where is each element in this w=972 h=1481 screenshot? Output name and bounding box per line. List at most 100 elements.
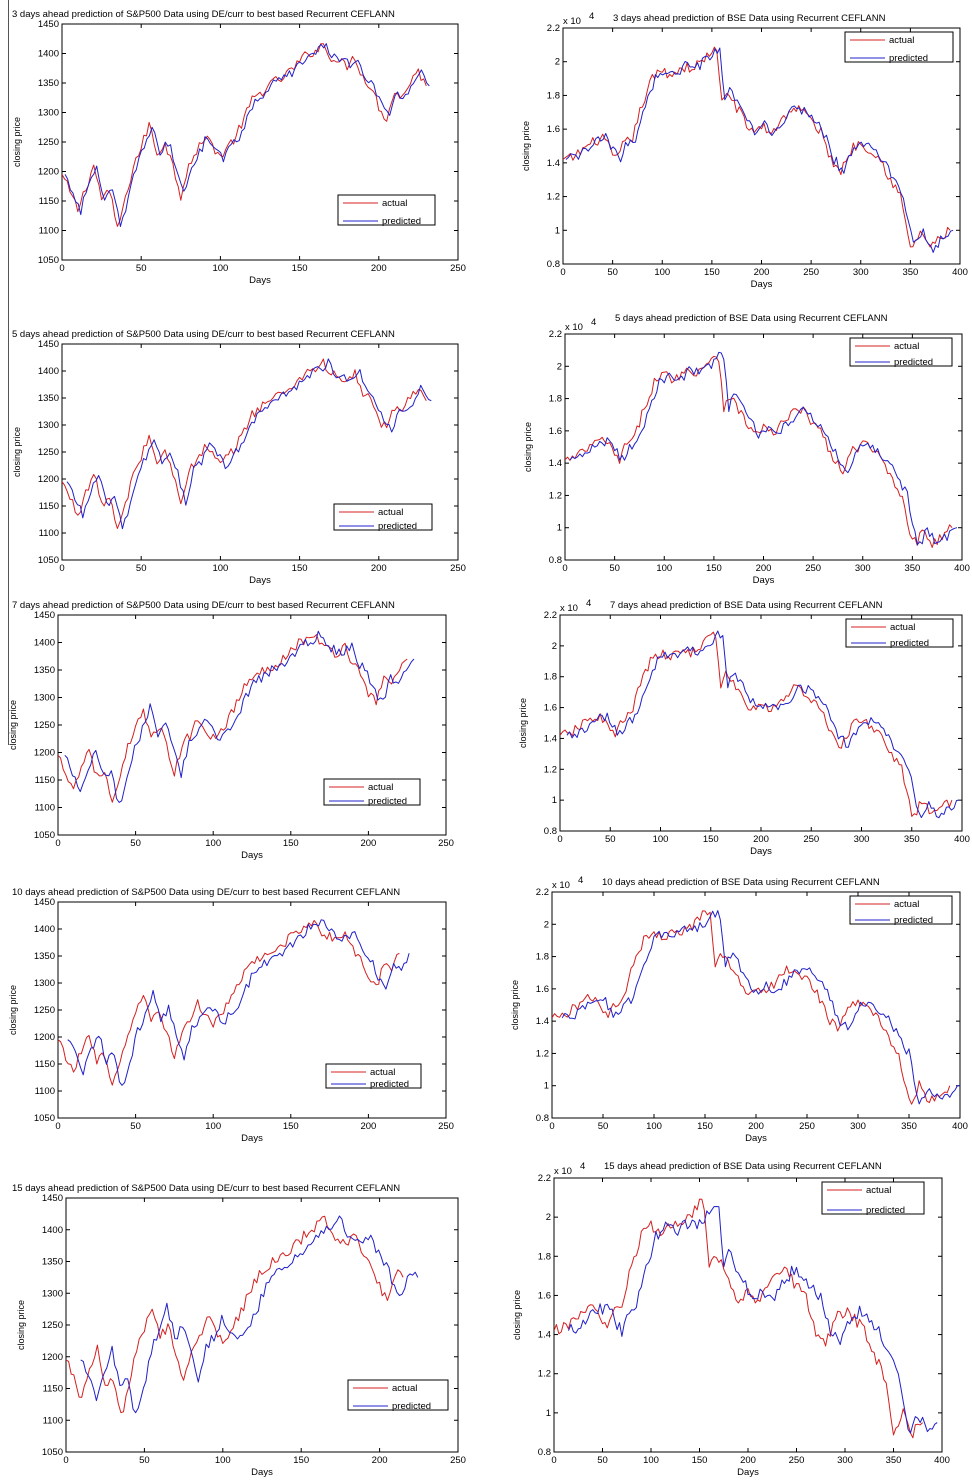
x-tick-label: 50 [136, 563, 147, 574]
y-exponent-label: x 10 [563, 16, 581, 27]
y-tick-label: 1.4 [538, 1330, 551, 1341]
y-tick-label: 1.2 [547, 192, 560, 203]
series-line-predicted [568, 1206, 938, 1434]
x-tick-label: 50 [598, 1121, 609, 1132]
legend-label-predicted: predicted [894, 357, 933, 368]
plot-area [553, 1177, 943, 1453]
x-tick-label: 100 [656, 563, 672, 574]
legend-label-actual: actual [866, 1185, 891, 1196]
series-line-actual [565, 355, 953, 548]
y-tick-label: 1300 [34, 693, 55, 704]
chart-panel-sp3: 3 days ahead prediction of S&P500 Data u… [10, 6, 466, 288]
x-tick-label: 150 [697, 1121, 713, 1132]
y-exponent-label: x 10 [552, 880, 570, 891]
x-tick-label: 200 [748, 1121, 764, 1132]
series-line-actual [552, 910, 951, 1105]
x-axis-label: Days [241, 1133, 263, 1144]
y-tick-label: 1200 [42, 1352, 63, 1363]
chart-title: 10 days ahead prediction of S&P500 Data … [12, 887, 400, 898]
y-exponent-label: x 10 [560, 603, 578, 614]
legend-box [844, 31, 954, 63]
y-tick-label: 1150 [43, 1384, 63, 1395]
y-tick-label: 1 [557, 523, 562, 534]
y-exponent-power: 4 [586, 598, 591, 609]
x-tick-label: 150 [704, 267, 720, 278]
x-tick-label: 0 [59, 263, 64, 274]
y-tick-label: 2 [546, 1212, 551, 1223]
y-tick-label: 1150 [39, 196, 59, 207]
x-tick-label: 300 [854, 834, 870, 845]
chart-panel-bse10: 10 days ahead prediction of BSE Data usi… [508, 874, 968, 1146]
legend-box [849, 895, 953, 925]
left-margin-rule [8, 0, 9, 745]
chart-title: 15 days ahead prediction of S&P500 Data … [12, 1183, 400, 1194]
x-tick-label: 400 [934, 1455, 950, 1466]
y-tick-label: 2.2 [536, 887, 549, 898]
x-tick-label: 0 [55, 838, 60, 849]
series-line-actual [58, 634, 408, 803]
series-line-predicted [561, 910, 960, 1105]
y-axis-label: closing price [512, 1290, 522, 1340]
x-axis-label: Days [251, 1467, 273, 1478]
series-line-actual [560, 631, 953, 817]
x-tick-label: 100 [205, 1121, 221, 1132]
y-exponent-power: 4 [589, 11, 594, 22]
y-axis-label: closing price [12, 427, 22, 477]
y-tick-label: 1 [544, 1081, 549, 1092]
x-tick-label: 200 [371, 263, 387, 274]
y-tick-label: 1050 [34, 830, 55, 841]
x-tick-label: 250 [450, 1455, 466, 1466]
y-tick-label: 1250 [42, 1320, 63, 1331]
x-tick-label: 100 [643, 1455, 659, 1466]
y-tick-label: 1400 [38, 366, 59, 377]
y-tick-label: 2.2 [544, 610, 557, 621]
x-tick-label: 250 [805, 563, 821, 574]
chart-panel-sp7: 7 days ahead prediction of S&P500 Data u… [8, 597, 454, 863]
y-tick-label: 1050 [34, 1113, 55, 1124]
x-tick-label: 0 [549, 1121, 554, 1132]
x-axis-label: Days [750, 846, 772, 857]
y-tick-label: 1450 [38, 339, 59, 350]
chart-panel-bse5: 5 days ahead prediction of BSE Data usin… [508, 310, 970, 588]
x-tick-label: 0 [63, 1455, 68, 1466]
x-axis-label: Days [737, 1467, 759, 1478]
y-tick-label: 1.6 [538, 1290, 551, 1301]
y-axis-label: closing price [12, 117, 22, 167]
x-axis-label: Days [745, 1133, 767, 1144]
y-tick-label: 1100 [43, 1415, 63, 1426]
y-tick-label: 1350 [34, 951, 55, 962]
y-axis-label: closing price [8, 985, 18, 1035]
legend-label-predicted: predicted [378, 521, 417, 532]
x-tick-label: 200 [360, 838, 376, 849]
legend-label-predicted: predicted [368, 796, 407, 807]
y-tick-label: 1050 [38, 255, 59, 266]
series-line-predicted [66, 358, 432, 530]
x-tick-label: 150 [293, 1455, 309, 1466]
x-tick-label: 400 [954, 834, 970, 845]
y-tick-label: 1.8 [536, 952, 549, 963]
y-tick-label: 1100 [39, 226, 59, 237]
y-tick-label: 1100 [35, 1086, 55, 1097]
x-tick-label: 150 [706, 563, 722, 574]
x-tick-label: 50 [607, 267, 618, 278]
y-tick-label: 1 [546, 1408, 551, 1419]
x-tick-label: 200 [756, 563, 772, 574]
series-line-actual [58, 920, 400, 1086]
series-line-actual [563, 46, 951, 248]
chart-title: 15 days ahead prediction of BSE Data usi… [604, 1161, 882, 1172]
x-tick-label: 350 [901, 1121, 917, 1132]
x-tick-label: 200 [372, 1455, 388, 1466]
y-tick-label: 2 [557, 361, 562, 372]
y-tick-label: 1350 [34, 665, 55, 676]
y-tick-label: 1.6 [547, 124, 560, 135]
y-tick-label: 1300 [38, 420, 59, 431]
y-tick-label: 2.2 [549, 329, 562, 340]
series-line-predicted [566, 630, 960, 819]
x-tick-label: 200 [360, 1121, 376, 1132]
chart-panel-sp5: 5 days ahead prediction of S&P500 Data u… [10, 326, 466, 588]
y-tick-label: 1200 [38, 167, 59, 178]
legend-label-actual: actual [392, 1383, 417, 1394]
y-tick-label: 0.8 [544, 826, 557, 837]
x-tick-label: 200 [754, 267, 770, 278]
y-tick-label: 1100 [39, 528, 59, 539]
